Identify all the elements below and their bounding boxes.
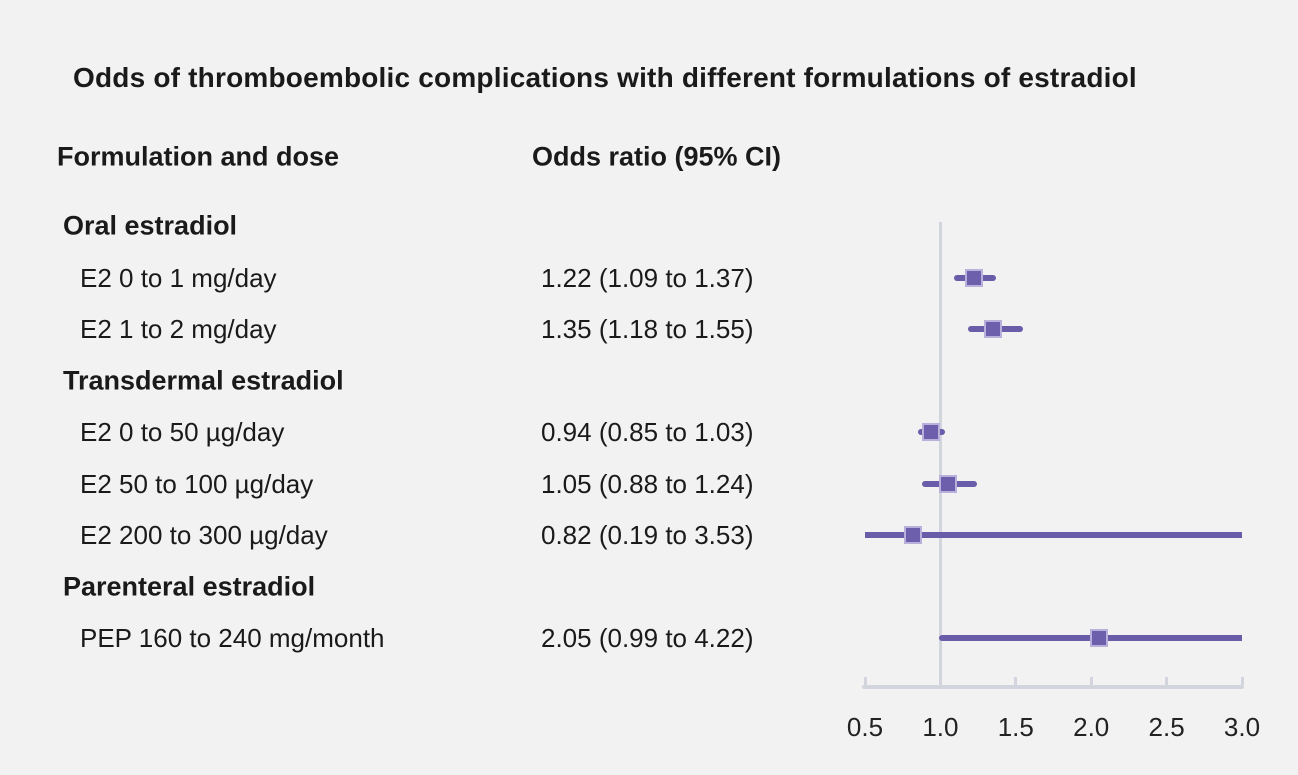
dose-label: E2 200 to 300 µg/day [80, 520, 328, 550]
point-estimate-marker [922, 423, 941, 441]
dose-label: E2 0 to 50 µg/day [80, 417, 285, 447]
point-estimate-marker [904, 526, 923, 544]
x-axis-tick [1014, 677, 1018, 685]
dose-label: E2 0 to 1 mg/day [80, 262, 277, 293]
point-estimate-marker [938, 474, 957, 493]
odds-ratio-value: 1.22 (1.09 to 1.37) [541, 262, 754, 293]
column-header-formulation-and-dose: Formulation and dose [57, 141, 340, 172]
x-axis-tick [1165, 677, 1169, 685]
x-axis-tick-label: 1.5 [997, 712, 1034, 742]
group-label: Oral estradiol [63, 210, 238, 241]
dose-label: E2 1 to 2 mg/day [80, 314, 277, 344]
x-axis-tick [1089, 677, 1093, 685]
confidence-interval-line [865, 532, 1242, 538]
odds-ratio-value: 0.82 (0.19 to 3.53) [541, 520, 754, 550]
column-header-odds-ratio: Odds ratio (95% CI) [532, 141, 782, 172]
x-axis-tick [863, 677, 867, 685]
point-estimate-marker [964, 268, 983, 287]
odds-ratio-value: 0.94 (0.85 to 1.03) [541, 417, 754, 447]
x-axis-tick [938, 677, 942, 685]
x-axis-tick-label: 0.5 [846, 712, 884, 742]
group-label: Transdermal estradiol [63, 365, 344, 395]
odds-ratio-value: 2.05 (0.99 to 4.22) [541, 623, 754, 653]
reference-line-or-1 [938, 222, 942, 689]
x-axis-tick-label: 1.0 [922, 712, 959, 742]
group-label: Parenteral estradiol [63, 571, 316, 601]
x-axis-tick-label: 3.0 [1223, 712, 1261, 742]
odds-ratio-value: 1.35 (1.18 to 1.55) [541, 314, 754, 344]
x-axis-tick-label: 2.0 [1073, 712, 1110, 742]
x-axis-line [862, 685, 1244, 689]
dose-label: PEP 160 to 240 mg/month [80, 623, 385, 653]
figure-title: Odds of thromboembolic complications wit… [73, 62, 1137, 93]
point-estimate-marker [984, 320, 1003, 338]
x-axis-tick-label: 2.5 [1148, 712, 1185, 742]
point-estimate-marker [1089, 629, 1108, 647]
odds-ratio-value: 1.05 (0.88 to 1.24) [541, 468, 754, 499]
dose-label: E2 50 to 100 µg/day [80, 468, 314, 499]
x-axis-tick [1240, 677, 1244, 685]
